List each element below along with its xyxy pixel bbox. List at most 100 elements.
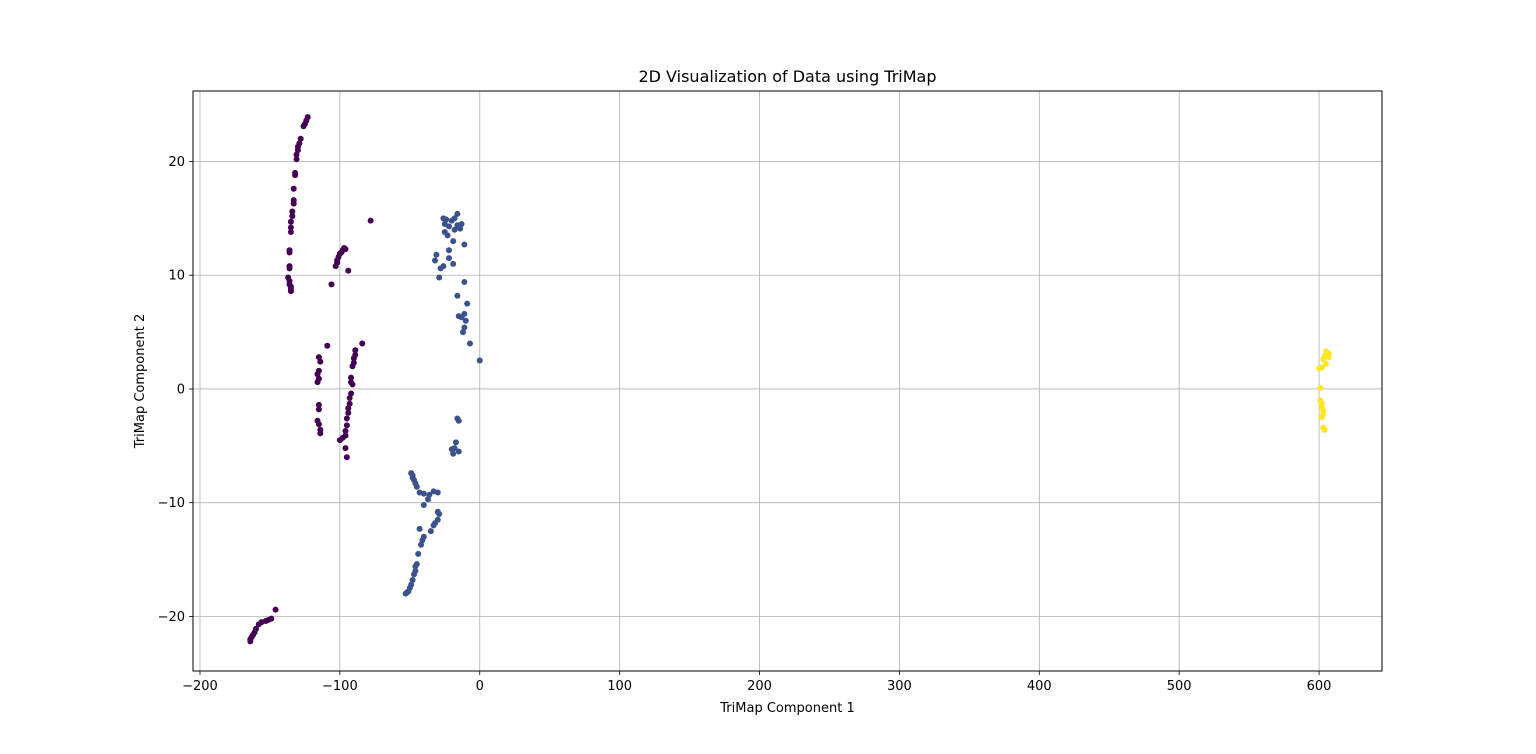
- data-point: [445, 223, 452, 230]
- data-point: [336, 437, 343, 444]
- data-point: [445, 247, 452, 254]
- data-point: [272, 606, 279, 613]
- data-point: [359, 340, 366, 347]
- data-point: [343, 422, 350, 429]
- y-tick-label: −20: [158, 610, 185, 625]
- data-point: [317, 358, 324, 365]
- data-point: [461, 324, 468, 331]
- x-tick-label: −200: [182, 679, 218, 694]
- data-point: [440, 215, 447, 222]
- data-point: [286, 249, 293, 256]
- data-point: [1323, 360, 1330, 367]
- data-point: [315, 406, 322, 413]
- data-point: [300, 123, 307, 130]
- data-point: [464, 300, 471, 307]
- data-point: [455, 448, 462, 455]
- x-tick-label: 500: [1167, 679, 1192, 694]
- data-point: [367, 217, 374, 224]
- data-point: [287, 224, 294, 231]
- data-point: [411, 571, 418, 578]
- data-point: [452, 439, 459, 446]
- data-point: [412, 563, 419, 570]
- data-point: [402, 590, 409, 597]
- x-tick-label: 200: [747, 679, 772, 694]
- x-axis-ticks: −200 −100 0 100 200 300 400 500 600: [182, 671, 1331, 694]
- data-point: [1320, 356, 1327, 363]
- data-point: [462, 317, 469, 324]
- data-point: [1318, 414, 1325, 421]
- data-point: [328, 281, 335, 288]
- chart-title: 2D Visualization of Data using TriMap: [638, 67, 936, 86]
- grid-lines: [193, 91, 1382, 671]
- data-point: [457, 225, 464, 232]
- y-tick-label: −10: [158, 496, 185, 511]
- data-point: [349, 381, 356, 388]
- data-point: [346, 395, 353, 402]
- data-point: [346, 400, 353, 407]
- data-point: [247, 638, 254, 645]
- x-axis-label: TriMap Component 1: [719, 701, 854, 716]
- scatter-points: [247, 114, 1332, 645]
- data-point: [415, 550, 422, 557]
- data-point: [419, 537, 426, 544]
- data-point: [317, 430, 324, 437]
- plot-frame: [192, 90, 1383, 672]
- x-tick-label: 100: [607, 679, 632, 694]
- data-point: [324, 342, 331, 349]
- data-point: [448, 446, 455, 453]
- data-point: [416, 525, 423, 532]
- data-point: [1317, 384, 1324, 391]
- data-point: [290, 185, 297, 192]
- data-point: [450, 238, 457, 245]
- data-point: [454, 292, 461, 299]
- data-point: [345, 405, 352, 412]
- data-point: [431, 257, 438, 264]
- data-point: [444, 232, 451, 239]
- y-tick-label: 10: [168, 269, 185, 284]
- data-point: [1325, 354, 1332, 361]
- data-point: [451, 226, 458, 233]
- data-point: [461, 279, 468, 286]
- data-point: [458, 221, 465, 228]
- data-point: [289, 213, 296, 220]
- data-point: [1321, 426, 1328, 433]
- data-point: [315, 401, 322, 408]
- data-point: [350, 355, 357, 362]
- data-point: [287, 229, 294, 236]
- data-point: [454, 210, 461, 217]
- x-tick-label: 600: [1307, 679, 1332, 694]
- data-point: [297, 135, 304, 142]
- data-point: [427, 528, 434, 535]
- data-point: [348, 374, 355, 381]
- data-point: [413, 483, 420, 490]
- data-point: [434, 489, 441, 496]
- data-point: [345, 267, 352, 274]
- x-tick-label: 400: [1027, 679, 1052, 694]
- y-tick-label: 20: [168, 155, 185, 170]
- data-point: [426, 491, 433, 498]
- data-point: [293, 151, 300, 158]
- data-point: [287, 218, 294, 225]
- data-point: [437, 265, 444, 272]
- data-point: [342, 428, 349, 435]
- y-tick-label: 0: [177, 382, 185, 397]
- data-point: [450, 260, 457, 267]
- data-point: [425, 496, 432, 503]
- data-point: [314, 379, 321, 386]
- data-point: [420, 490, 427, 497]
- data-point: [459, 329, 466, 336]
- data-point: [418, 541, 425, 548]
- data-point: [289, 208, 296, 215]
- data-point: [409, 577, 416, 584]
- data-point: [255, 621, 262, 628]
- data-point: [290, 200, 297, 207]
- data-point: [450, 450, 457, 457]
- data-point: [348, 390, 355, 397]
- data-point: [436, 511, 443, 518]
- data-point: [455, 417, 462, 424]
- y-axis-label: TriMap Component 2: [133, 314, 148, 449]
- data-point: [448, 217, 455, 224]
- y-axis-ticks: −20 −10 0 10 20: [158, 155, 193, 625]
- data-point: [445, 255, 452, 262]
- x-tick-label: 300: [887, 679, 912, 694]
